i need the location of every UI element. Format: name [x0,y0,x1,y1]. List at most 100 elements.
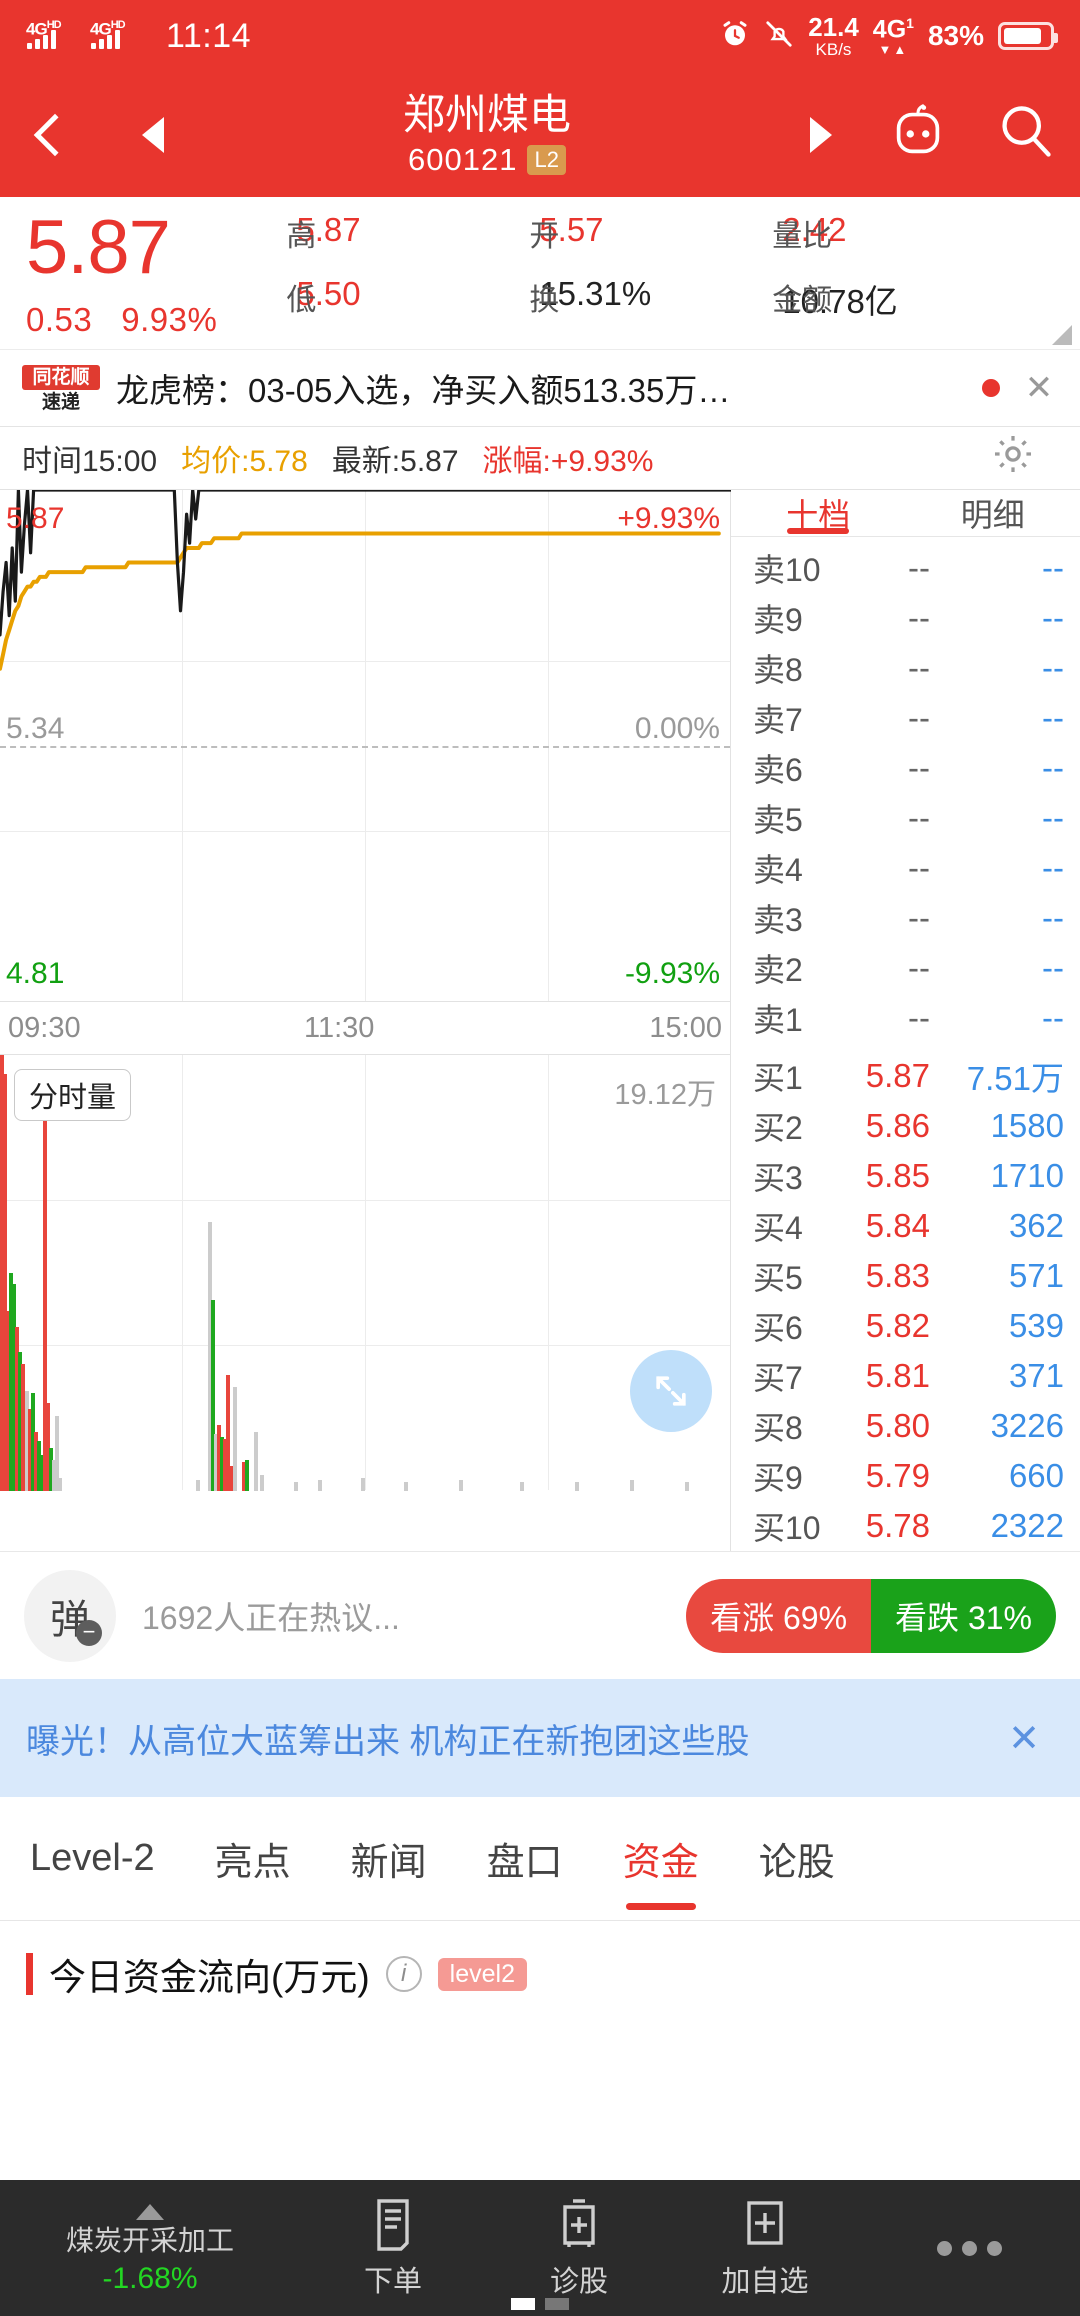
price-chart-canvas[interactable]: 5.87 +9.93% 5.34 0.00% 4.81 -9.93% [0,490,731,1003]
stock-title-block[interactable]: 郑州煤电 600121 L2 [196,91,778,178]
bullish-segment[interactable]: 看涨 69% [686,1578,872,1653]
add-watchlist-icon [672,2196,858,2254]
order-price: 5.79 [865,1457,930,1495]
search-icon [996,102,1056,167]
chart-label-bottom-pct: -9.93% [624,957,720,991]
sector-info[interactable]: 煤炭开采加工 -1.68% [0,2200,300,2296]
expand-quote-corner-icon[interactable] [1052,325,1072,346]
bull-bear-bar[interactable]: 看涨 69% 看跌 31% [686,1578,1056,1653]
order-volume: 1580 [990,1107,1064,1145]
content-tab-bar[interactable]: Level-2 亮点 新闻 盘口 资金 论股 [0,1797,1080,1922]
order-volume: -- [1042,599,1064,637]
order-level-label: 买4 [753,1210,803,1247]
order-book-row[interactable]: 卖8 -- -- [731,643,1080,693]
order-book-row[interactable]: 买4 5.84 362 [731,1201,1080,1251]
tab-2[interactable]: 新闻 [350,1842,427,1885]
sell-orders-list[interactable]: 卖10 -- -- 卖9 -- -- 卖8 -- -- 卖7 -- -- 卖6 -- -- 卖5 -- -- 卖4 -… [731,537,1080,1043]
robot-assistant-button[interactable] [864,101,972,168]
order-book-row[interactable]: 卖5 -- -- [731,793,1080,843]
order-book-row[interactable]: 卖3 -- -- [731,893,1080,943]
order-form-icon [300,2196,486,2254]
order-book-row[interactable]: 买2 5.86 1580 [731,1101,1080,1151]
volume-bar [3,1074,8,1492]
volume-bar [0,1055,4,1492]
tab-1[interactable]: 亮点 [214,1842,291,1885]
chart-last-price: 最新:5.87 [331,445,459,479]
order-price: 5.78 [865,1507,930,1545]
news-ticker[interactable]: 同花顺 速递 龙虎榜：03-05入选，净买入额513.35万… ✕ [0,349,1080,428]
danmu-icon[interactable]: 弹 − [24,1569,116,1662]
order-level-label: 买1 [753,1060,803,1097]
volume-bar [42,1090,47,1492]
volume-bar [12,1283,17,1492]
volratio-label: 量比 [772,220,833,253]
info-icon[interactable]: i [385,1956,422,1993]
order-price: 5.81 [865,1357,930,1395]
diagnose-button[interactable]: 诊股 [486,2196,672,2300]
search-button[interactable] [972,102,1080,167]
order-book-row[interactable]: 卖2 -- -- [731,943,1080,993]
discussion-count[interactable]: 1692人正在热议... [142,1599,400,1636]
tab-5[interactable]: 论股 [758,1842,835,1885]
order-price: -- [908,699,930,737]
tab-4[interactable]: 资金 [593,1797,729,1920]
close-icon[interactable]: ✕ [1008,1717,1040,1760]
high-label: 高 [286,220,317,253]
sentiment-bar[interactable]: 弹 − 1692人正在热议... 看涨 69% 看跌 31% [0,1551,1080,1679]
add-watchlist-button[interactable]: 加自选 [672,2196,858,2300]
volume-bar [58,1477,63,1492]
chart-change-pct: 涨幅:+9.93% [482,445,654,479]
gear-icon[interactable] [990,431,1036,485]
order-book-row[interactable]: 卖4 -- -- [731,843,1080,893]
mobile-network-icon: 4G1 ▼▲ [872,15,914,57]
order-level-label: 买2 [753,1110,803,1147]
bearish-segment[interactable]: 看跌 31% [871,1578,1056,1653]
back-chevron-icon [33,113,77,156]
order-book-row[interactable]: 卖9 -- -- [731,593,1080,643]
order-book-row[interactable]: 买10 5.78 2322 [731,1501,1080,1551]
volume-bar [217,1425,222,1492]
expand-fullscreen-icon[interactable] [630,1350,712,1433]
zero-change-line [0,746,730,749]
intraday-chart[interactable]: 5.87 +9.93% 5.34 0.00% 4.81 -9.93% 09:30… [0,490,731,1552]
order-level-label: 卖5 [753,802,803,839]
open-label: 开 [529,220,560,253]
back-button[interactable] [0,113,110,156]
tab-3[interactable]: 盘口 [486,1842,563,1885]
promo-text[interactable]: 曝光！从高位大蓝筹出来 机构正在新抱团这些股 [26,1722,750,1761]
close-icon[interactable]: ✕ [1024,369,1054,408]
order-price: 5.85 [865,1157,930,1195]
sector-change: -1.68% [102,2261,198,2295]
order-book-row[interactable]: 买5 5.83 571 [731,1251,1080,1301]
volume-chart[interactable]: 分时量 19.12万 [0,1054,730,1492]
quote-panel[interactable]: 5.87 0.53 9.93% 高 5.87 低 5.50 开 5.57 [0,197,1080,349]
promo-banner[interactable]: 曝光！从高位大蓝筹出来 机构正在新抱团这些股 ✕ [0,1679,1080,1798]
volume-bar [52,1459,56,1492]
order-book-row[interactable]: 买3 5.85 1710 [731,1151,1080,1201]
more-dots-icon[interactable] [858,2240,1080,2256]
volume-bar [226,1375,231,1492]
news-text[interactable]: 龙虎榜：03-05入选，净买入额513.35万… [116,372,731,410]
tab-trade-details[interactable]: 明细 [960,497,1025,534]
order-book-row[interactable]: 卖1 -- -- [731,993,1080,1043]
order-book-row[interactable]: 买7 5.81 371 [731,1351,1080,1401]
tab-ten-levels[interactable]: 十档 [731,490,906,536]
order-book-row[interactable]: 卖7 -- -- [731,693,1080,743]
order-book-row[interactable]: 买8 5.80 3226 [731,1401,1080,1451]
order-book-row[interactable]: 买1 5.87 7.51万 [731,1051,1080,1101]
order-book-row[interactable]: 买6 5.82 539 [731,1301,1080,1351]
bottom-navigation: 煤炭开采加工 -1.68% 下单 诊股 [0,2180,1080,2316]
order-book-row[interactable]: 卖6 -- -- [731,743,1080,793]
order-price: 5.83 [865,1257,930,1295]
tab-0[interactable]: Level-2 [30,1837,155,1880]
buy-orders-list[interactable]: 买1 5.87 7.51万 买2 5.86 1580 买3 5.85 1710 买4 5.84 362… [731,1045,1080,1551]
order-book-row[interactable]: 卖10 -- -- [731,543,1080,593]
order-level-label: 买10 [753,1510,821,1547]
next-stock-button[interactable] [778,116,864,153]
order-button[interactable]: 下单 [300,2196,486,2300]
previous-stock-button[interactable] [110,116,196,153]
low-label: 低 [286,284,317,317]
order-book-row[interactable]: 买9 5.79 660 [731,1451,1080,1501]
volume-bar [685,1482,690,1492]
order-volume: -- [1042,699,1064,737]
